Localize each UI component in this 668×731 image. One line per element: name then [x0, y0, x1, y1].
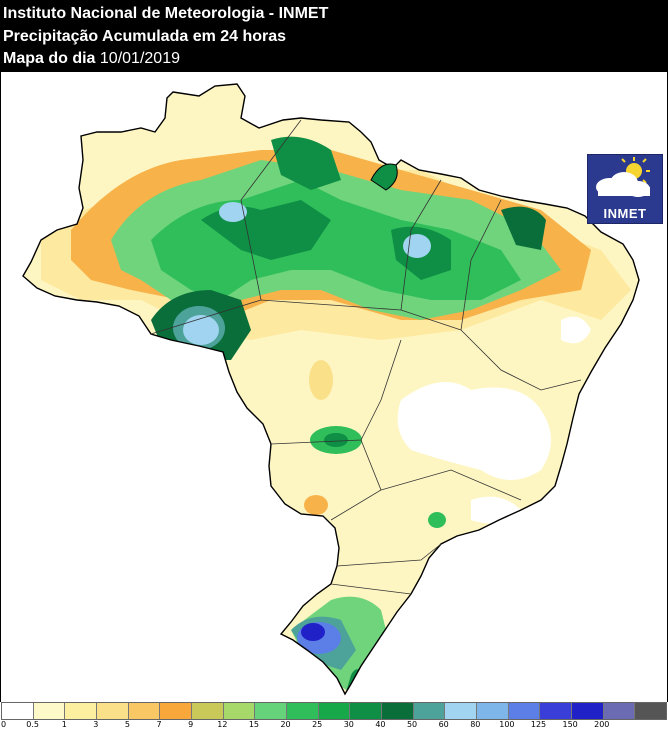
legend-swatch [350, 703, 383, 719]
map-area: INMET [0, 72, 668, 702]
legend-tick-label: 40 [375, 720, 386, 729]
rain-light-blue-core-2 [403, 234, 431, 258]
legend-swatch [33, 703, 66, 719]
legend-tick-label: 0.5 [26, 720, 39, 729]
rain-light-spot-mt [309, 360, 333, 400]
legend-swatch [382, 703, 414, 719]
dry-zone-east [397, 382, 551, 480]
map-header: Instituto Nacional de Meteorologia - INM… [0, 0, 668, 72]
legend-tick-label: 60 [438, 720, 449, 729]
legend-tick-label: 3 [93, 720, 99, 729]
state-border-north [150, 299, 462, 335]
legend-swatch [635, 703, 667, 719]
legend-swatch [192, 703, 224, 719]
legend-swatch [97, 703, 129, 719]
institution-title: Instituto Nacional de Meteorologia - INM… [3, 5, 329, 22]
legend-swatch [128, 703, 161, 719]
rain-dark-green-spot-center [324, 433, 348, 447]
state-border-am-pa [240, 119, 302, 301]
legend-swatch [445, 703, 478, 719]
legend-swatch [2, 703, 34, 719]
rain-dark-green-north [271, 136, 341, 190]
dry-zone-northeast [561, 316, 591, 344]
legend-tick-label: 20 [280, 720, 291, 729]
legend-tick-label: 1 [61, 720, 67, 729]
legend-tick-label: 100 [499, 720, 515, 729]
legend-tick-label: 125 [530, 720, 547, 729]
rain-deep-blue-south [301, 623, 325, 641]
legend-tick-label: 12 [217, 720, 228, 729]
rain-darker-green-maranhao [501, 206, 546, 250]
state-border-pr [336, 543, 442, 567]
legend-swatch [572, 703, 604, 719]
state-border-center [270, 339, 402, 445]
state-border-pa-to [400, 179, 442, 311]
legend-tick-label: 7 [156, 720, 162, 729]
state-borders [150, 119, 582, 595]
logo-text: INMET [603, 206, 647, 221]
state-border-southeast [380, 469, 522, 501]
sun-cloud-icon [596, 157, 650, 197]
legend-swatch [160, 703, 193, 719]
rain-light-blue-core-acre [183, 315, 219, 345]
inmet-logo: INMET [587, 154, 663, 224]
marajo-island [370, 163, 398, 191]
legend-tick-label: 15 [248, 720, 260, 729]
state-border-ma [460, 199, 502, 331]
legend-tick-label: 9 [188, 720, 194, 729]
state-border-sc [330, 583, 412, 595]
rain-light-blue-core-1 [219, 202, 247, 222]
legend-swatch [508, 703, 541, 719]
legend-swatch [413, 703, 446, 719]
legend-swatch [318, 703, 351, 719]
map-date-value: 10/01/2019 [99, 50, 180, 67]
precipitation-legend: 0 0.5 1 3 5 7 9 12 15 20 25 30 40 50 60 80 100 125 150 200 [0, 702, 668, 731]
legend-tick-label: 0 [1, 720, 7, 729]
map-date-label: Mapa do dia [3, 50, 96, 67]
legend-tick-label: 150 [562, 720, 578, 729]
rain-orange-spot-ms [304, 495, 328, 515]
legend-ticks: 0 0.5 1 3 5 7 9 12 15 20 25 30 40 50 60 80 100 125 150 200 [0, 720, 668, 731]
legend-swatch [223, 703, 256, 719]
legend-swatch [287, 703, 319, 719]
legend-tick-label: 30 [343, 720, 354, 729]
map-subtitle: Precipitação Acumulada em 24 horas [3, 28, 287, 45]
legend-swatch [540, 703, 573, 719]
legend-tick-label: 80 [470, 720, 481, 729]
legend-tick-label: 5 [124, 720, 131, 729]
state-border-northeast [460, 329, 582, 391]
rain-green-spot-sp [428, 512, 446, 528]
legend-swatch [65, 703, 98, 719]
map-date: Mapa do dia 10/01/2019 [3, 49, 180, 69]
legend-tick-label: 200 [594, 720, 610, 729]
legend-tick-label: 50 [406, 720, 418, 729]
legend-swatch [603, 703, 636, 719]
legend-tick-label: 25 [312, 720, 323, 729]
legend-swatch [255, 703, 288, 719]
precipitation-map [1, 72, 667, 702]
legend-color-bar [1, 702, 667, 720]
legend-swatch [477, 703, 509, 719]
